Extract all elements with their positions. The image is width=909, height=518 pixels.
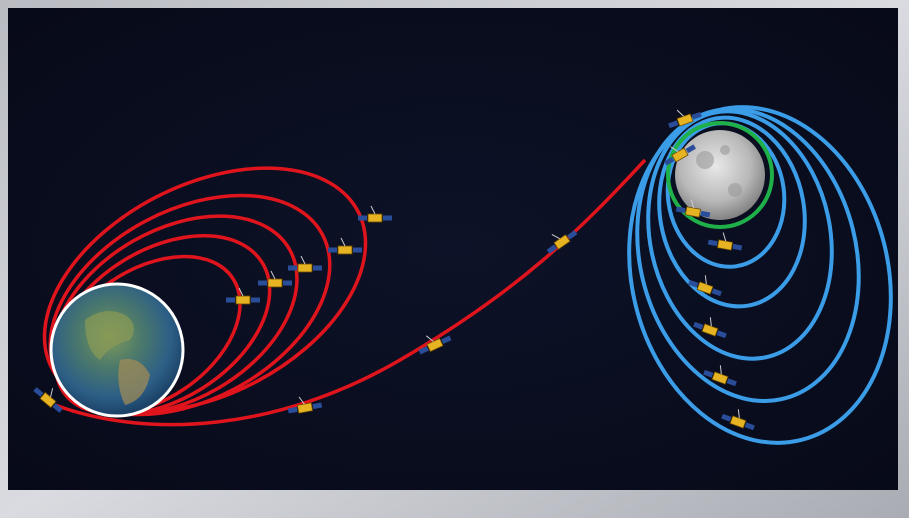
earth xyxy=(49,282,185,418)
moon-orbit xyxy=(657,115,807,309)
moon-orbit xyxy=(646,109,834,361)
lunar-circular-orbit xyxy=(666,121,774,229)
moon-orbits xyxy=(627,105,893,445)
transfer-trajectory xyxy=(54,158,647,427)
earth-orbit xyxy=(42,166,368,414)
moon-crater xyxy=(728,183,742,197)
moon-crater xyxy=(720,145,730,155)
earth-land xyxy=(85,311,134,360)
earth-land xyxy=(118,359,150,405)
earth-orbit xyxy=(54,254,242,416)
moon-crater xyxy=(696,151,714,169)
moon xyxy=(675,130,765,220)
